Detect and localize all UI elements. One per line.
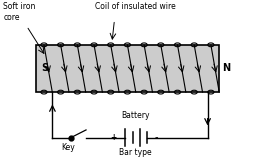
Text: S: S: [41, 63, 48, 73]
Text: Battery: Battery: [121, 111, 150, 120]
Text: -: -: [154, 132, 158, 142]
Text: N: N: [222, 63, 230, 73]
Text: Soft iron
core: Soft iron core: [3, 2, 36, 22]
Text: Bar type: Bar type: [119, 148, 152, 156]
Text: Key: Key: [61, 143, 75, 152]
Text: Coil of insulated wire: Coil of insulated wire: [95, 2, 176, 11]
Text: +: +: [110, 133, 116, 142]
Bar: [36, 45, 219, 92]
